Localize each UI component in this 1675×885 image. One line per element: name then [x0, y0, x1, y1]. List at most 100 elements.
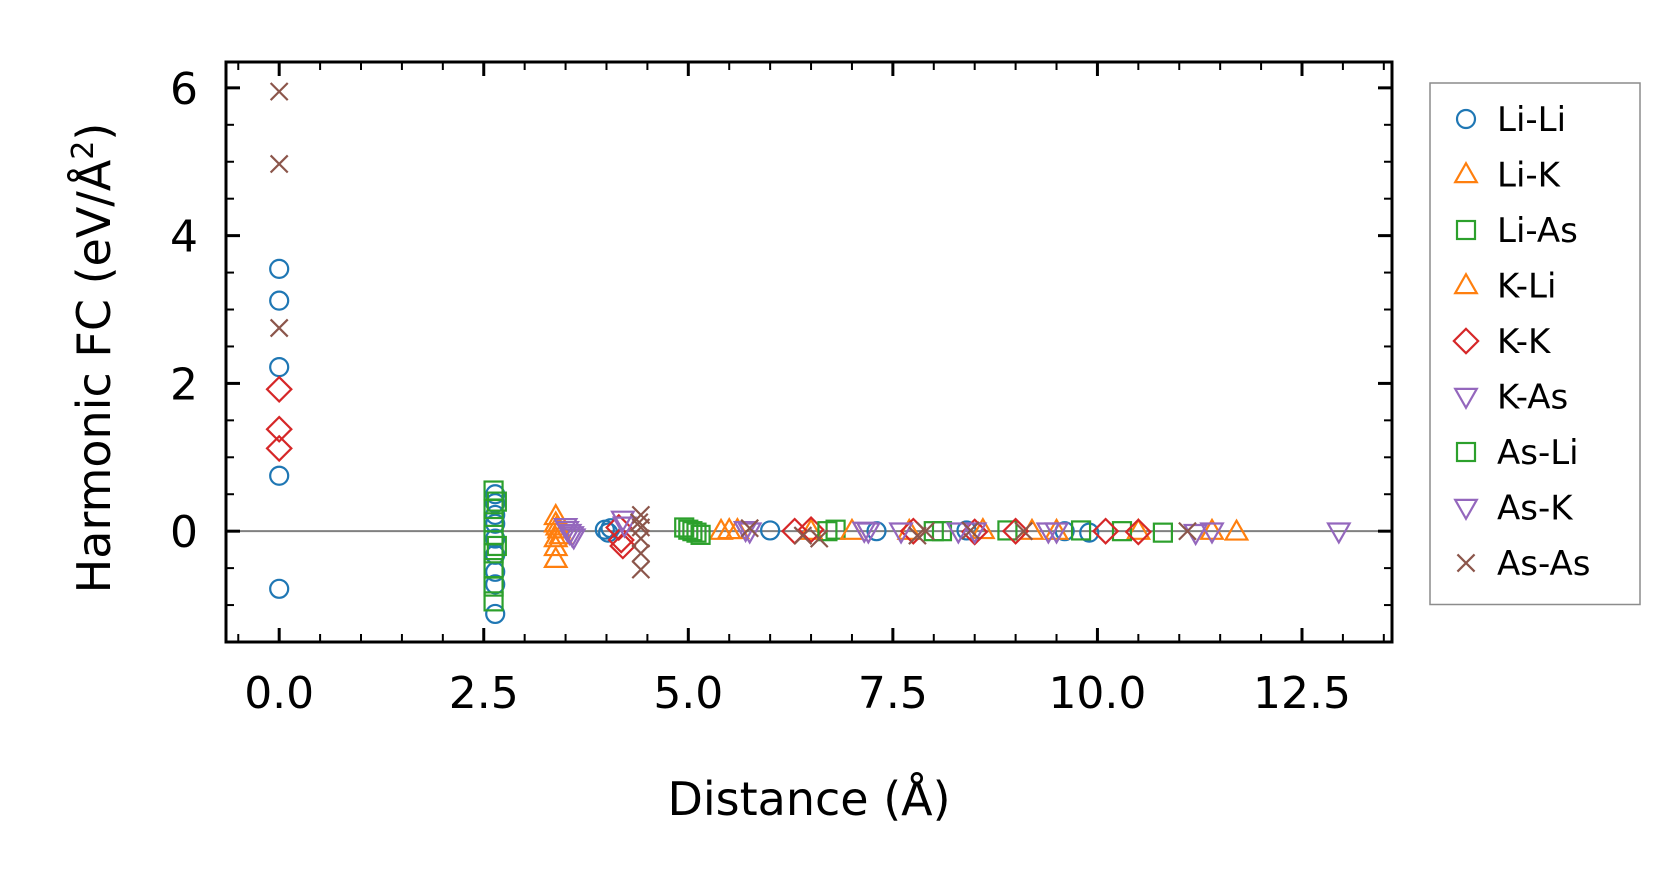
plot-frame — [224, 60, 1394, 644]
data-point — [1125, 517, 1152, 540]
ticks-layer — [226, 62, 1392, 643]
legend-marker — [1453, 387, 1479, 410]
x-tick-label: 10.0 — [1048, 668, 1146, 719]
data-point — [543, 545, 569, 568]
legend-label: Li-As — [1497, 211, 1578, 251]
data-point — [485, 492, 506, 514]
data-point — [970, 516, 996, 540]
data-point — [485, 513, 506, 534]
series-as-li — [486, 491, 1092, 557]
x-tick-label: 5.0 — [653, 668, 723, 719]
legend-marker — [1455, 441, 1477, 463]
data-point — [1043, 522, 1070, 545]
data-point — [486, 491, 507, 512]
legend-item: As-As — [1456, 544, 1590, 584]
legend-item: K-Li — [1453, 267, 1556, 307]
data-point — [611, 516, 638, 539]
y-tick-label: 4 — [170, 212, 198, 263]
legend-item: K-K — [1452, 322, 1552, 362]
legend-label: K-As — [1497, 378, 1568, 418]
legend-label: Li-Li — [1497, 100, 1566, 140]
data-point — [1152, 522, 1173, 543]
y-axis-label-close: ) — [67, 123, 121, 141]
data-point — [486, 535, 507, 557]
data-point — [1070, 520, 1092, 541]
legend-item: As-K — [1453, 489, 1574, 529]
data-point — [483, 498, 504, 520]
legend-item: As-Li — [1455, 433, 1579, 473]
data-point — [543, 533, 569, 557]
data-point — [483, 576, 504, 597]
data-point — [690, 524, 711, 545]
legend-marker — [1452, 327, 1480, 355]
points-layer — [265, 82, 1352, 625]
data-point — [265, 434, 293, 463]
legend-label: As-Li — [1497, 433, 1579, 473]
legend-marker — [1455, 219, 1477, 241]
data-point — [485, 504, 506, 526]
data-point — [916, 521, 935, 541]
data-point — [269, 318, 289, 338]
legend-label: Li-K — [1497, 156, 1562, 196]
data-point — [269, 82, 289, 101]
data-point — [485, 484, 506, 505]
data-point — [269, 154, 289, 174]
y-tick-label: 2 — [170, 359, 198, 410]
data-point — [997, 520, 1018, 541]
data-point — [1326, 522, 1352, 545]
data-point — [485, 528, 506, 549]
data-point — [554, 520, 580, 544]
y-axis-label: Harmonic FC (eV/Å2) — [66, 123, 122, 594]
series-k-k — [265, 375, 1153, 560]
data-point — [483, 512, 504, 533]
data-point — [855, 522, 882, 545]
data-point — [809, 529, 829, 548]
data-point — [740, 518, 760, 538]
data-point — [1199, 517, 1225, 540]
legend-marker — [1456, 553, 1476, 573]
data-point — [269, 290, 290, 311]
legend-item: K-As — [1453, 378, 1568, 418]
data-point — [945, 522, 972, 545]
data-point — [1043, 517, 1070, 540]
data-point — [732, 520, 759, 544]
data-point — [629, 512, 649, 532]
y-tick-label: 6 — [170, 64, 198, 115]
data-point — [961, 521, 980, 540]
y-axis-label-main: Harmonic FC (eV/Å — [67, 159, 121, 593]
data-point — [631, 544, 651, 563]
data-point — [760, 520, 781, 541]
data-point — [631, 529, 651, 548]
data-point — [888, 522, 914, 545]
data-point — [1091, 517, 1120, 545]
legend-item: Li-K — [1453, 156, 1562, 196]
data-point — [483, 543, 504, 564]
data-point — [610, 510, 636, 533]
data-point — [485, 603, 506, 625]
legend: Li-Li Li-K Li-As K-Li K-K K-As As-Li As-K As-As — [1429, 82, 1641, 606]
data-point — [559, 526, 585, 549]
x-tick-label: 0.0 — [244, 668, 314, 719]
data-point — [817, 521, 838, 542]
data-point — [1199, 522, 1225, 545]
data-point — [269, 258, 290, 279]
data-point — [269, 578, 290, 599]
data-point — [483, 591, 504, 612]
legend-item: Li-Li — [1455, 100, 1566, 140]
data-point — [716, 516, 742, 540]
data-point — [1124, 518, 1153, 546]
data-point — [265, 375, 293, 404]
x-tick-label: 2.5 — [449, 668, 519, 719]
legend-marker — [1455, 108, 1477, 130]
x-tick-label: 7.5 — [858, 668, 928, 719]
x-tick-label: 12.5 — [1253, 668, 1351, 719]
tick-labels: 0.0 2.5 5.0 7.5 10.0 12.5 0 2 4 6 — [170, 64, 1351, 719]
legend-label: K-Li — [1497, 267, 1556, 307]
data-point — [1223, 518, 1250, 541]
y-tick-label: 0 — [170, 507, 198, 558]
data-point — [686, 522, 707, 543]
series-as-as — [269, 82, 1197, 579]
data-point — [265, 415, 293, 443]
data-point — [1001, 517, 1030, 545]
